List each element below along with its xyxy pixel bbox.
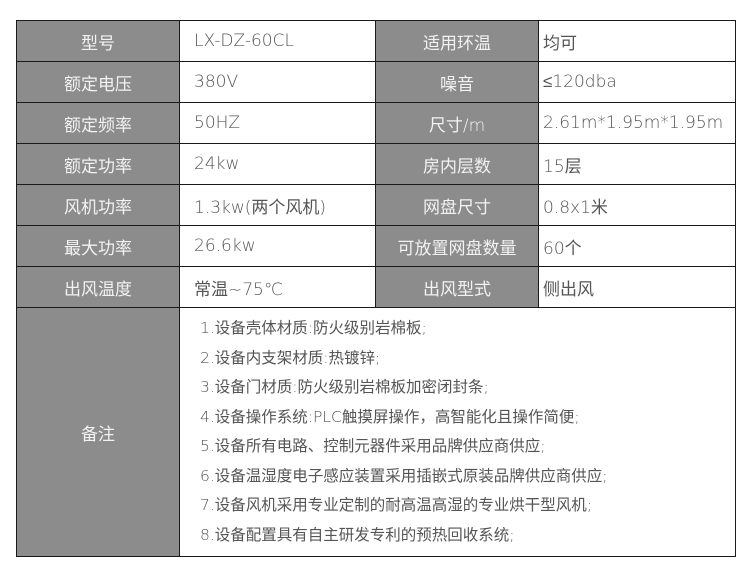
- remarks-content: 1.设备壳体材质:防火级别岩棉板; 2.设备内支架材质:热镀锌; 3.设备门材质:防…: [179, 307, 736, 557]
- spec-value: 均可: [538, 20, 736, 62]
- spec-row: 出风温度 常温~75℃ 出风型式 侧出风: [16, 266, 736, 308]
- spec-label: 适用环温: [375, 20, 539, 62]
- spec-label: 额定频率: [16, 102, 180, 144]
- remark-item: 4.设备操作系统:PLC触摸屏操作，高智能化且操作简便;: [200, 407, 580, 426]
- remark-item: 5.设备所有电路、控制元器件采用品牌供应商供应;: [200, 437, 546, 455]
- remark-item: 8.设备配置具有自主研发专利的预热回收系统;: [200, 525, 515, 544]
- spec-label: 可放置网盘数量: [375, 225, 539, 267]
- remarks-label: 备注: [16, 307, 180, 557]
- spec-row: 额定频率 50HZ 尺寸/m 2.61m*1.95m*1.95m: [16, 102, 736, 144]
- spec-label: 出风型式: [375, 266, 539, 308]
- spec-label: 额定功率: [16, 143, 180, 185]
- spec-table: 型号 LX-DZ-60CL 适用环温 均可 额定电压 380V 噪音 ≤120dba 额定频率 5…: [16, 20, 736, 557]
- remark-item: 2.设备内支架材质:热镀锌;: [200, 348, 381, 367]
- spec-value: 侧出风: [538, 266, 736, 308]
- remarks-row: 备注 1.设备壳体材质:防火级别岩棉板; 2.设备内支架材质:热镀锌; 3.设备门材质…: [16, 307, 736, 557]
- spec-value: 15层: [538, 143, 736, 185]
- spec-value: 380V: [179, 61, 376, 103]
- remark-item: 7.设备风机采用专业定制的耐高温高湿的专业烘干型风机;: [200, 496, 593, 514]
- spec-value: 50HZ: [179, 102, 376, 144]
- spec-label: 额定电压: [16, 61, 180, 103]
- remark-item: 1.设备壳体材质:防火级别岩棉板;: [200, 319, 427, 337]
- spec-label: 网盘尺寸: [375, 184, 539, 226]
- spec-value: LX-DZ-60CL: [179, 20, 376, 62]
- spec-label: 型号: [16, 20, 180, 62]
- spec-value: 60个: [538, 225, 736, 267]
- spec-value: ≤120dba: [538, 61, 736, 103]
- spec-label: 最大功率: [16, 225, 180, 267]
- spec-row: 型号 LX-DZ-60CL 适用环温 均可: [16, 20, 736, 62]
- spec-value: 0.8x1米: [538, 184, 736, 226]
- spec-label: 尺寸/m: [375, 102, 539, 144]
- spec-row: 最大功率 26.6kw 可放置网盘数量 60个: [16, 225, 736, 267]
- spec-row: 额定功率 24kw 房内层数 15层: [16, 143, 736, 185]
- remark-item: 3.设备门材质:防火级别岩棉板加密闭封条;: [200, 378, 489, 396]
- spec-label: 房内层数: [375, 143, 539, 185]
- spec-row: 风机功率 1.3kw(两个风机) 网盘尺寸 0.8x1米: [16, 184, 736, 226]
- spec-value: 2.61m*1.95m*1.95m: [538, 102, 736, 144]
- spec-value: 26.6kw: [179, 225, 376, 267]
- remark-item: 6.设备温湿度电子感应装置采用插嵌式原装品牌供应商供应;: [200, 466, 608, 485]
- spec-row: 额定电压 380V 噪音 ≤120dba: [16, 61, 736, 103]
- spec-value: 24kw: [179, 143, 376, 185]
- spec-value: 1.3kw(两个风机): [179, 184, 376, 226]
- spec-label: 噪音: [375, 61, 539, 103]
- spec-label: 出风温度: [16, 266, 180, 308]
- spec-label: 风机功率: [16, 184, 180, 226]
- spec-value: 常温~75℃: [179, 266, 376, 308]
